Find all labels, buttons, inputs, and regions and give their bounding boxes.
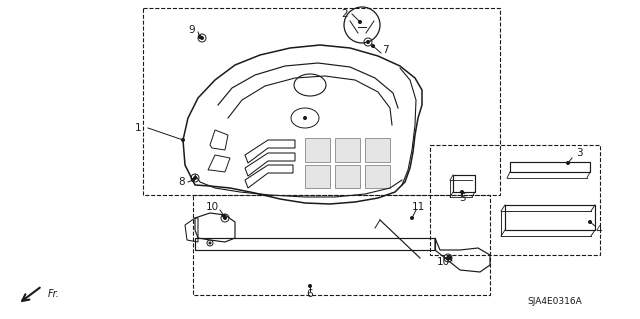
Circle shape [193, 176, 196, 180]
Text: 9: 9 [189, 25, 195, 35]
Text: 10: 10 [205, 202, 219, 212]
Circle shape [308, 285, 312, 287]
Circle shape [223, 217, 227, 219]
Circle shape [371, 44, 374, 48]
Circle shape [209, 242, 211, 244]
Text: 11: 11 [412, 202, 424, 212]
Circle shape [461, 190, 463, 194]
Circle shape [223, 214, 225, 218]
Circle shape [367, 41, 369, 43]
Polygon shape [305, 165, 330, 188]
Circle shape [200, 36, 204, 40]
Text: 5: 5 [459, 193, 465, 203]
Circle shape [589, 220, 591, 224]
Polygon shape [335, 138, 360, 162]
Polygon shape [365, 165, 390, 188]
Polygon shape [305, 138, 330, 162]
Text: 10: 10 [436, 257, 449, 267]
Circle shape [182, 138, 184, 142]
Text: 6: 6 [307, 289, 314, 299]
Circle shape [191, 179, 195, 182]
Text: 2: 2 [342, 9, 348, 19]
Polygon shape [335, 165, 360, 188]
Text: 1: 1 [134, 123, 141, 133]
Text: SJA4E0316A: SJA4E0316A [527, 298, 582, 307]
Text: 3: 3 [576, 148, 582, 158]
Text: Fr.: Fr. [48, 289, 60, 299]
Text: 4: 4 [596, 225, 602, 235]
Circle shape [566, 161, 570, 165]
Circle shape [198, 35, 202, 39]
Text: 8: 8 [179, 177, 186, 187]
Circle shape [303, 116, 307, 120]
Text: 7: 7 [381, 45, 388, 55]
Circle shape [449, 256, 451, 259]
Circle shape [410, 217, 413, 219]
Circle shape [358, 20, 362, 24]
Polygon shape [365, 138, 390, 162]
Circle shape [447, 256, 449, 259]
